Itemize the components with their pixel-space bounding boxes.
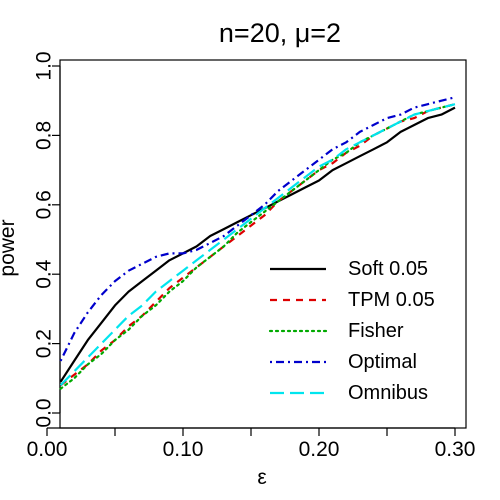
y-tick-label: 0.2	[33, 329, 56, 358]
series-group	[59, 96, 457, 390]
x-tick-label: 0.00	[27, 438, 68, 461]
series-line-tpm-0-05	[59, 103, 456, 387]
series-line-soft-0-05	[59, 106, 456, 383]
legend-label: Soft 0.05	[348, 258, 428, 280]
series-line-fisher	[59, 103, 457, 390]
y-tick-label: 0.6	[33, 190, 56, 219]
y-axis-label: power	[0, 219, 19, 276]
y-tick-label: 1.0	[33, 51, 56, 80]
legend: Soft 0.05 TPM 0.05 Fisher Optimal Omnibus	[268, 258, 435, 404]
x-tick-label: 0.30	[435, 438, 476, 461]
legend-label: TPM 0.05	[348, 289, 435, 311]
legend-label: Fisher	[348, 320, 404, 342]
x-tick-label: 0.10	[163, 438, 204, 461]
series-line-optimal	[59, 96, 456, 362]
y-tick-label: 0.4	[33, 259, 56, 289]
x-axis-label: ε	[257, 466, 266, 489]
legend-label: Optimal	[348, 351, 417, 373]
legend-label: Omnibus	[348, 382, 428, 404]
y-tick-label: 0.8	[33, 121, 56, 150]
x-tick-label: 0.20	[299, 438, 340, 461]
y-axis: 0.0 0.2 0.4 0.6 0.8 1.0	[33, 51, 61, 428]
chart-title: n=20, μ=2	[219, 18, 341, 48]
y-tick-label: 0.0	[33, 398, 56, 427]
x-axis: 0.00 0.10 0.20 0.30	[27, 427, 476, 461]
series-line-omnibus	[59, 103, 456, 386]
